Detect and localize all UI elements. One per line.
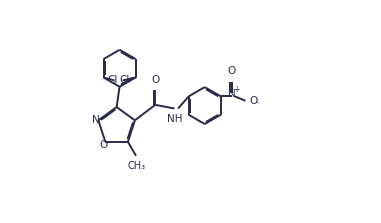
Text: CH₃: CH₃ — [128, 161, 146, 171]
Text: O: O — [228, 66, 236, 76]
Text: O: O — [151, 75, 159, 85]
Text: +: + — [233, 85, 239, 94]
Text: N: N — [228, 89, 236, 99]
Text: N: N — [91, 115, 99, 125]
Text: Cl: Cl — [108, 75, 118, 85]
Text: O: O — [99, 140, 107, 150]
Text: NH: NH — [167, 114, 183, 124]
Text: O: O — [249, 96, 258, 106]
Text: ⁻: ⁻ — [255, 100, 259, 109]
Text: Cl: Cl — [119, 75, 130, 85]
